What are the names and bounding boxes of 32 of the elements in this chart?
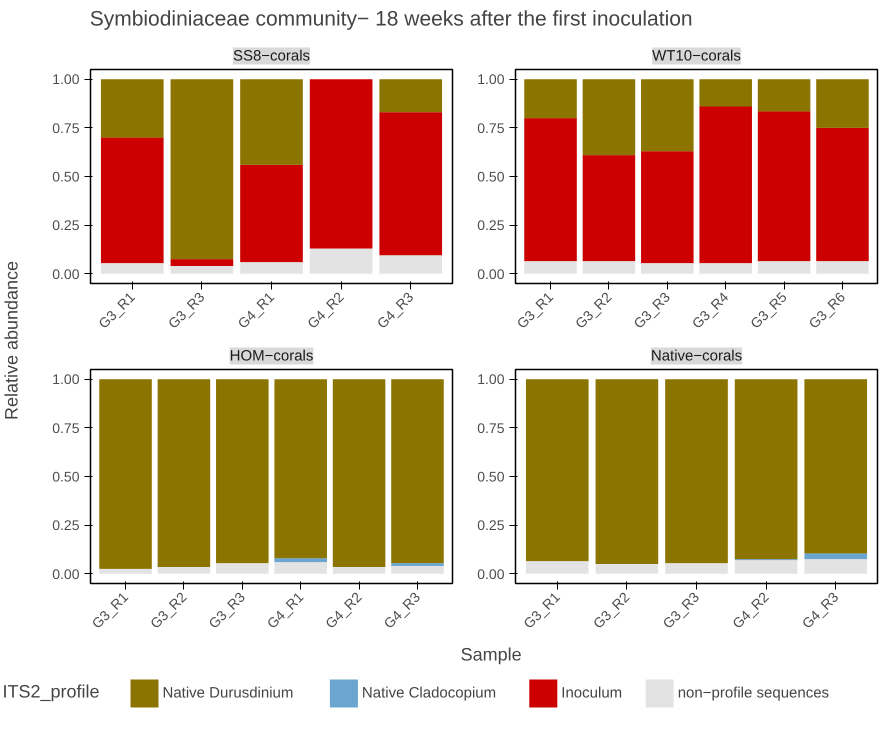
legend-label: non−profile sequences xyxy=(678,684,830,702)
y-tick-label: 0.25 xyxy=(477,517,505,534)
y-tick-label: 0.25 xyxy=(477,217,505,234)
y-tick-label: 1.00 xyxy=(477,71,505,88)
y-tick-label: 0.00 xyxy=(477,566,505,582)
y-tick-label: 0.75 xyxy=(52,420,80,436)
y-tick-label: 1.00 xyxy=(477,371,505,388)
x-axis-title: Sample xyxy=(460,644,522,664)
y-tick-label: 0.50 xyxy=(477,168,505,184)
y-tick-label: 0.00 xyxy=(52,266,80,282)
y-tick-label: 0.75 xyxy=(477,120,505,136)
y-tick-label: 0.50 xyxy=(52,468,80,484)
y-tick-label: 0.50 xyxy=(477,468,505,484)
chart-title: SS8−corals xyxy=(232,48,310,64)
legend-label: Native Durusdinium xyxy=(162,684,294,702)
y-tick-label: 0.25 xyxy=(52,517,80,534)
text: Symbiodiniaceae community− 18 weeks after the first inoculation xyxy=(90,8,693,30)
y-tick-label: 0.25 xyxy=(52,217,80,234)
y-tick-label: 1.00 xyxy=(52,71,80,88)
y-tick-label: 0.75 xyxy=(477,420,505,436)
y-tick-label: 1.00 xyxy=(52,371,80,388)
y-tick-label: 0.00 xyxy=(477,266,505,282)
y-tick-label: 0.50 xyxy=(52,168,80,184)
y-axis-title: Relative abundance xyxy=(2,260,22,420)
y-tick-label: 0.00 xyxy=(52,566,80,582)
chart-title: WT10−corals xyxy=(652,48,741,64)
legend-title: ITS2_profile xyxy=(2,682,100,702)
chart-title: Native−corals xyxy=(650,348,742,364)
legend-label: Inoculum xyxy=(561,684,622,702)
chart-title: HOM−corals xyxy=(230,348,314,364)
legend-label: Native Cladocopium xyxy=(362,684,496,702)
y-tick-label: 0.75 xyxy=(52,120,80,136)
